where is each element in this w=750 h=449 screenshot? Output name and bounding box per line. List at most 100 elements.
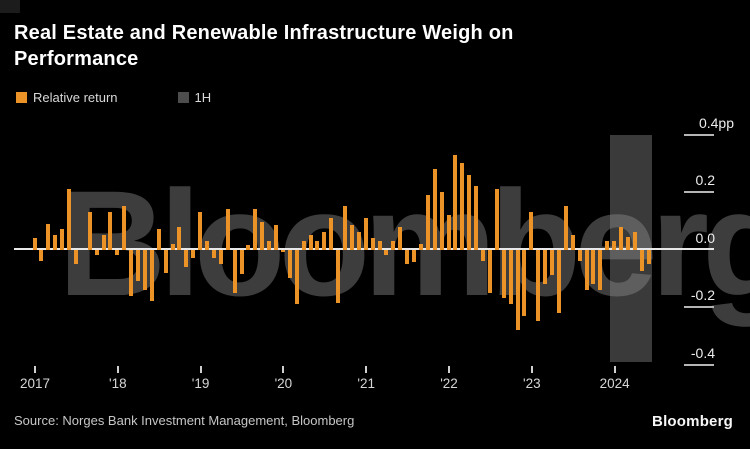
relative-return-bar [260,222,265,250]
relative-return-bar [467,174,472,250]
relative-return-bar [149,249,154,302]
relative-return-bar [53,235,58,250]
relative-return-bar [32,238,37,250]
x-axis-tick [613,366,616,373]
relative-return-bar [570,235,575,250]
legend: Relative return 1H [16,89,211,105]
relative-return-bar [501,249,506,299]
relative-return-bar [639,249,644,272]
relative-return-bar [425,194,430,250]
relative-return-bar [198,212,203,250]
relative-return-bar [308,235,313,250]
x-axis-tick [448,366,450,373]
relative-return-bar [529,212,534,250]
relative-return-bar [605,240,610,250]
relative-return-bar [391,240,396,250]
relative-return-bar [625,236,630,250]
relative-return-bar [356,232,361,250]
relative-return-bar [453,154,458,250]
source-note: Source: Norges Bank Investment Managemen… [14,413,355,428]
relative-return-bar [384,249,389,256]
relative-return-bar [129,249,134,296]
relative-return-bar [474,186,479,250]
relative-return-bar [343,206,347,250]
relative-return-bar [142,249,147,290]
relative-return-bar [274,225,278,250]
relative-return-bar [315,240,320,250]
relative-return-bar [177,226,182,250]
relative-return-bar [536,249,541,322]
relative-return-bar [246,245,251,250]
relative-return-bar [487,249,492,293]
chart-title: Real Estate and Renewable Infrastructure… [14,20,654,72]
relative-return-bar [556,249,561,313]
relative-return-bar [412,249,416,263]
relative-return-bar [405,249,410,264]
relative-return-bar [439,192,444,250]
y-axis-tick [684,133,714,136]
relative-return-bar [460,163,465,250]
relative-return-bar [253,209,258,250]
legend-swatch-1h [177,91,189,103]
relative-return-bar [515,249,520,330]
legend-swatch-relative-return [16,91,27,103]
y-axis-label: -0.2 [690,287,715,303]
relative-return-bar [563,206,568,250]
relative-return-bar [239,249,244,274]
x-axis-label: '19 [191,376,210,391]
x-axis-tick [116,366,119,373]
relative-return-bar [225,209,230,250]
x-axis-label: '21 [357,376,375,391]
chart-title-line2: Performance [14,48,139,70]
relative-return-bar [94,249,99,256]
relative-return-bar [60,229,65,250]
legend-label-relative-return: Relative return [33,89,118,105]
y-axis-tick [684,306,714,308]
y-axis-tick [684,191,714,193]
bloomberg-logo: Bloomberg [652,413,733,430]
x-axis-label: 2024 [599,376,630,391]
relative-return-bar [322,232,327,250]
relative-return-bar [301,240,306,250]
relative-return-bar [73,249,78,264]
y-axis-tick [684,363,714,366]
relative-return-bar [211,249,216,259]
relative-return-bar [156,229,161,250]
x-axis-tick [365,366,368,373]
x-axis-label: '18 [109,376,127,391]
relative-return-bar [418,243,423,250]
relative-return-bar [39,249,44,261]
relative-return-bar [67,189,71,250]
relative-return-bar [598,249,603,290]
relative-return-bar [163,249,168,273]
relative-return-bar [294,249,299,305]
relative-return-bar [432,169,437,250]
relative-return-bar [398,226,403,250]
relative-return-bar [349,225,354,250]
relative-return-bar [632,232,637,250]
relative-return-bar [87,212,92,250]
chart-title-line1: Real Estate and Renewable Infrastructure… [14,22,514,44]
relative-return-bar [543,249,548,284]
relative-return-bar [591,249,596,284]
x-axis-tick [530,366,533,373]
relative-return-bar [363,217,368,250]
relative-return-bar [377,240,382,250]
corner-artifact [0,0,20,13]
relative-return-bar [232,249,237,293]
relative-return-bar [184,249,189,267]
relative-return-bar [46,223,51,250]
relative-return-bar [108,212,113,250]
y-axis-label: 0.4pp [698,114,734,131]
relative-return-bar [446,215,451,250]
relative-return-bar [584,249,589,290]
relative-return-bar [191,249,196,259]
relative-return-bar [646,249,651,264]
y-axis-label: 0.0 [695,229,715,246]
x-axis-tick [199,366,202,373]
relative-return-bar [612,240,617,250]
relative-return-bar [550,249,554,276]
relative-return-bar [494,189,499,250]
relative-return-bar [508,249,513,305]
relative-return-bar [101,235,106,250]
